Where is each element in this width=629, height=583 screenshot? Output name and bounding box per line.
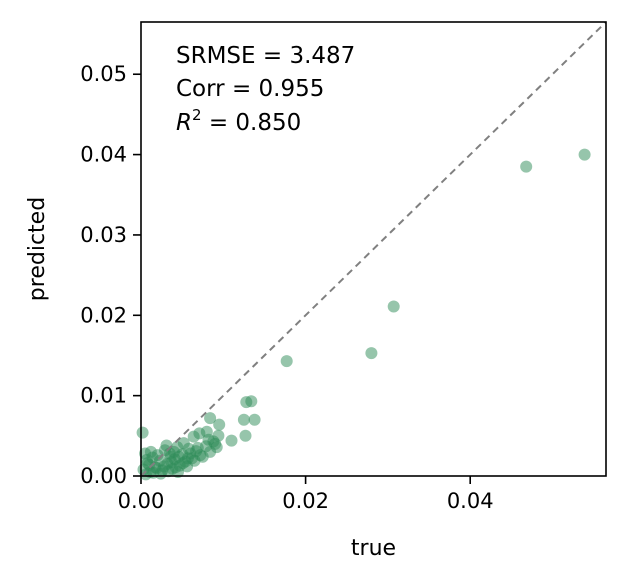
x-tick-label: 0.04 xyxy=(447,489,494,513)
ticks-layer: 0.00 0.02 0.04 0.00 0.01 0.02 0.03 0.04 0.05 xyxy=(80,62,493,513)
scatter-point xyxy=(204,412,217,425)
scatter-point xyxy=(280,355,293,368)
points-layer xyxy=(136,148,591,481)
x-tick-label: 0.00 xyxy=(118,489,165,513)
scatter-point xyxy=(140,453,153,466)
scatter-point xyxy=(365,347,378,360)
scatter-point xyxy=(387,300,400,313)
r2-annotation: R2 = 0.850 xyxy=(176,106,301,136)
scatter-point xyxy=(209,437,222,450)
plot-frame xyxy=(140,21,607,477)
scatter-point xyxy=(239,429,252,442)
y-tick-label: 0.03 xyxy=(80,223,127,247)
scatter-point xyxy=(164,450,177,463)
y-axis-label: predicted xyxy=(25,197,50,301)
x-tick-label: 0.02 xyxy=(282,489,329,513)
scatter-point xyxy=(248,413,261,426)
corr-annotation: Corr = 0.955 xyxy=(176,76,324,102)
scatter-point xyxy=(187,430,200,443)
scatter-point xyxy=(136,426,149,439)
scatter-point xyxy=(181,452,194,465)
scatter-point xyxy=(240,396,253,409)
y-tick-label: 0.00 xyxy=(80,464,127,488)
scatter-point xyxy=(225,434,238,447)
r2-symbol: R xyxy=(176,110,192,136)
r2-exponent: 2 xyxy=(192,106,202,124)
identity-reference-line xyxy=(140,21,607,477)
scatter-point xyxy=(213,418,226,431)
srmse-annotation: SRMSE = 3.487 xyxy=(176,43,355,69)
scatter-point xyxy=(191,441,204,454)
scatter-point xyxy=(520,160,533,173)
scatter-point xyxy=(177,437,190,450)
scatter-point xyxy=(237,413,250,426)
y-tick-label: 0.02 xyxy=(80,303,127,327)
y-tick-label: 0.05 xyxy=(80,62,127,86)
y-tick-label: 0.04 xyxy=(80,143,127,167)
scatter-point xyxy=(578,148,591,161)
y-tick-label: 0.01 xyxy=(80,384,127,408)
scatter-point xyxy=(196,450,209,463)
x-axis-label: true xyxy=(351,536,396,561)
r2-value: = 0.850 xyxy=(202,110,302,136)
scatter-point xyxy=(172,466,184,478)
